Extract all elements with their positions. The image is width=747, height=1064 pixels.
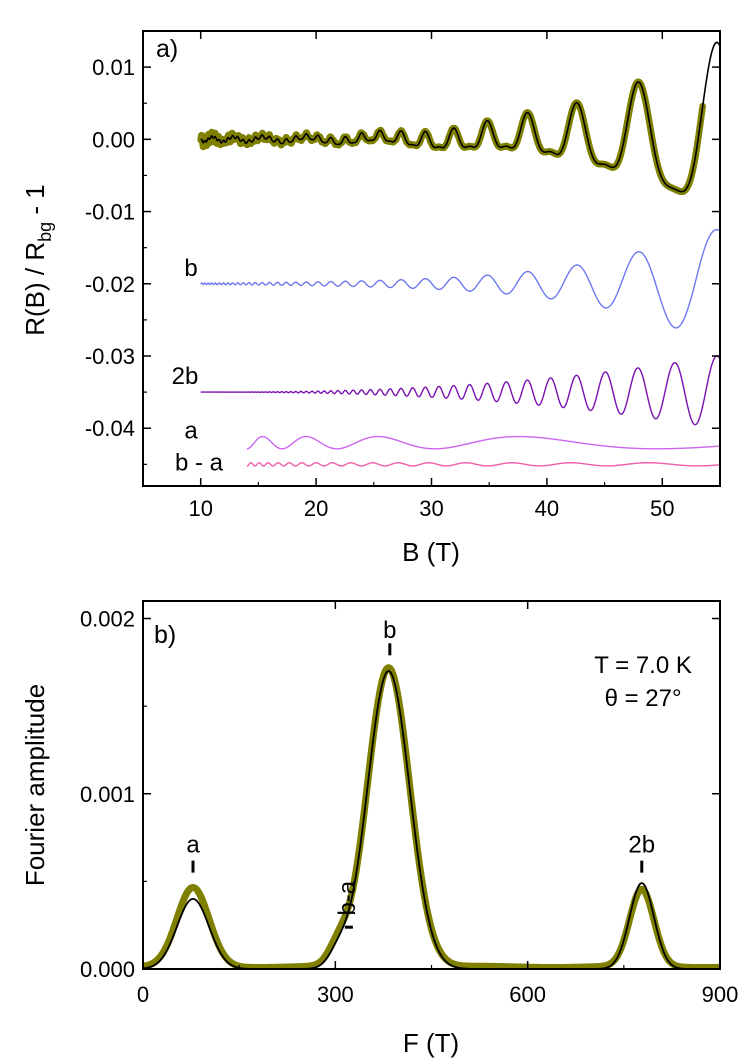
peak-label-b-a: b-a [334, 880, 361, 915]
panel-b-xlabel: F (T) [403, 1028, 459, 1058]
panel-a-ticks: 10 20 30 40 50 0.01 0.00 -0.01 -0.02 -0.03 -0.04 [85, 31, 721, 521]
panel-b-ylabel: Fourier amplitude [20, 684, 50, 886]
series-fit-line [200, 41, 720, 193]
x-tick-label: 50 [650, 496, 674, 521]
ylabel-subscript: bg [35, 222, 55, 242]
series-label-a: a [184, 418, 198, 445]
panel-a-label: a) [156, 35, 178, 63]
panel-a-series-labels: b 2b a b - a [172, 255, 224, 477]
panel-a-series [197, 41, 720, 467]
series-2b-line [200, 355, 720, 426]
y-tick-label: 0.002 [80, 607, 135, 632]
ylabel-tail: - 1 [20, 184, 50, 222]
x-tick-label: 40 [535, 496, 559, 521]
series-b-a-line [246, 462, 720, 467]
x-tick-label: 30 [419, 496, 443, 521]
y-tick-label: -0.03 [85, 344, 135, 369]
panel-a-xlabel: B (T) [402, 537, 460, 567]
y-tick-label: -0.04 [85, 416, 135, 441]
y-tick-label: -0.02 [85, 272, 135, 297]
x-tick-label: 20 [304, 496, 328, 521]
series-label-b-a: b - a [175, 449, 224, 476]
x-tick-label: 900 [702, 982, 739, 1007]
y-tick-label: 0.01 [92, 55, 135, 80]
series-a-line [246, 435, 720, 450]
panel-b-label: b) [154, 621, 176, 649]
series-label-b: b [184, 255, 197, 282]
spectrum-experiment [143, 664, 720, 969]
panel-b: 0 300 600 900 0.000 0.001 0.002 b) F (T) Fouri… [20, 600, 738, 1058]
panel-b-annotations: a b 2b b-a T = 7.0 K θ = 27° [186, 617, 692, 929]
angle-annotation: θ = 27° [605, 685, 682, 712]
temperature-annotation: T = 7.0 K [594, 652, 692, 679]
peak-label-b: b [383, 617, 396, 644]
x-tick-label: 0 [137, 982, 149, 1007]
series-data-markers [197, 78, 707, 195]
peak-label-2b: 2b [628, 831, 655, 858]
ylabel-main: R(B) / R [20, 242, 50, 336]
y-tick-label: 0.001 [80, 782, 135, 807]
y-tick-label: 0.000 [80, 957, 135, 982]
x-tick-label: 10 [188, 496, 212, 521]
panel-b-series [143, 664, 720, 969]
peak-label-a: a [186, 831, 200, 858]
series-label-2b: 2b [172, 363, 199, 390]
panel-a: 10 20 30 40 50 0.01 0.00 -0.01 -0.02 -0.03 -0.04 a… [20, 30, 721, 567]
y-tick-label: 0.00 [92, 127, 135, 152]
x-tick-label: 300 [317, 982, 354, 1007]
series-b-line [200, 228, 720, 329]
y-tick-label: -0.01 [85, 200, 135, 225]
panel-a-ylabel: R(B) / Rbg - 1 [20, 184, 55, 336]
panel-b-ticks: 0 300 600 900 0.000 0.001 0.002 [80, 601, 738, 1007]
x-tick-label: 600 [509, 982, 546, 1007]
